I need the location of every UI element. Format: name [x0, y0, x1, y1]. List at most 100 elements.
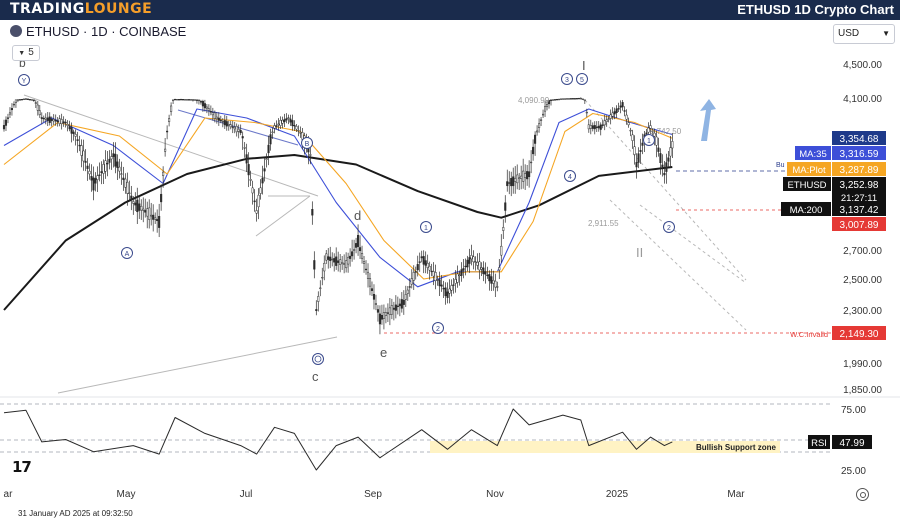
candle-body: [40, 117, 43, 119]
candle-body: [96, 175, 99, 180]
rsi-zone: Bullish Support zone: [430, 441, 780, 453]
candle-body: [100, 171, 103, 174]
indicators-toggle[interactable]: ▼ 5: [12, 45, 40, 61]
candle-body: [295, 126, 298, 130]
low-label: 2,911.55: [588, 219, 619, 228]
candle-body: [195, 99, 198, 101]
candle-body: [408, 286, 411, 288]
axes: ar May Jul Sep Nov 2025 Mar 4,500.00 4,100.00 2,7…: [4, 60, 883, 500]
candle-body: [366, 271, 370, 279]
candle-body: [72, 131, 75, 135]
candle-body: [297, 129, 300, 132]
candle-body: [579, 97, 582, 100]
candle-body: [647, 127, 650, 133]
candle-body: [542, 113, 545, 116]
price-tag-label-bg: [783, 177, 831, 191]
rsi-tag-label: RSI: [811, 438, 827, 449]
rsi-tag-value: 47.99: [839, 438, 864, 449]
page-title: ETHUSD 1D Crypto Chart: [737, 2, 894, 17]
wave-circle: [561, 73, 573, 85]
gear-icon[interactable]: [856, 488, 869, 501]
candle-body: [657, 147, 660, 152]
candle-body: [635, 162, 638, 168]
rsi-curve: [3, 408, 673, 471]
candle-body: [563, 98, 566, 100]
x-tick-label: Sep: [364, 489, 382, 500]
candle-body: [197, 99, 200, 102]
candle-body: [134, 202, 137, 206]
maplot-curve: [3, 112, 673, 280]
candle-body: [665, 162, 668, 172]
candle-body: [323, 262, 326, 272]
candle-body: [597, 125, 600, 129]
candle-body: [649, 125, 652, 129]
candle-body: [64, 121, 67, 124]
candle-body: [567, 98, 570, 100]
ma35-line: [3, 108, 673, 288]
candle-body: [470, 255, 473, 260]
candle-body: [257, 194, 260, 208]
candle-body: [536, 130, 539, 133]
candle-body: [275, 125, 278, 127]
candle-body: [12, 103, 15, 106]
candle-body: [255, 210, 258, 214]
candle-body: [380, 315, 383, 320]
candle-body: [271, 131, 274, 133]
wave-circle: [663, 221, 675, 233]
candle-body: [223, 120, 226, 126]
wave-letter: d: [354, 208, 361, 223]
candle-body: [384, 312, 387, 316]
candle-body: [360, 252, 364, 259]
candle-body: [589, 125, 592, 129]
symbol-header[interactable]: ETHUSD · 1D · COINBASE: [10, 24, 186, 39]
candle-body: [512, 176, 515, 187]
wave-circle-label: Y: [22, 78, 27, 85]
wave-circle-label: B: [305, 141, 310, 148]
channel-upper: [584, 99, 747, 281]
candle-body: [545, 103, 549, 107]
candle-body: [10, 108, 14, 111]
candle-body: [253, 200, 256, 203]
candle-body: [444, 287, 447, 297]
x-tick-label: Mar: [727, 489, 745, 500]
price-tag: [832, 162, 886, 176]
candle-body: [92, 177, 95, 191]
candle-body: [235, 125, 238, 133]
candle-body: [32, 99, 35, 101]
candle-body: [510, 178, 513, 187]
candle-body: [627, 122, 630, 126]
price-tag: [832, 326, 886, 340]
candle-body: [382, 312, 385, 319]
candle-body: [56, 120, 59, 122]
candle-body: [378, 313, 381, 325]
candle-body: [599, 124, 602, 130]
candle-body: [388, 307, 391, 315]
candle-body: [454, 279, 457, 284]
y-tick-label: 4,500.00: [843, 60, 882, 71]
candle-body: [88, 170, 91, 175]
candle-body: [104, 160, 107, 172]
candle-body: [201, 100, 204, 107]
chevron-down-icon: ▼: [18, 50, 26, 57]
rsi-tick-label: 75.00: [841, 405, 866, 416]
candle-body: [555, 98, 559, 101]
currency-select[interactable]: USD ▼: [833, 24, 895, 44]
zone-label: Bullish Support zone: [696, 443, 777, 452]
candle-body: [263, 168, 266, 172]
candle-body: [277, 123, 280, 126]
wave-circle-label: 3: [565, 77, 569, 84]
candle-body: [478, 261, 481, 271]
candle-body: [78, 144, 81, 147]
candle-body: [20, 98, 23, 101]
candle-body: [331, 258, 334, 261]
candle-body: [615, 108, 618, 113]
candle-body: [651, 130, 654, 132]
candle-body: [426, 262, 429, 268]
price-tag-label: W.C.Invalid: [790, 330, 828, 339]
candle-body: [571, 98, 574, 100]
candle-body: [500, 245, 503, 256]
candle-body: [329, 256, 332, 261]
candle-body: [209, 111, 212, 113]
candle-body: [126, 181, 129, 194]
